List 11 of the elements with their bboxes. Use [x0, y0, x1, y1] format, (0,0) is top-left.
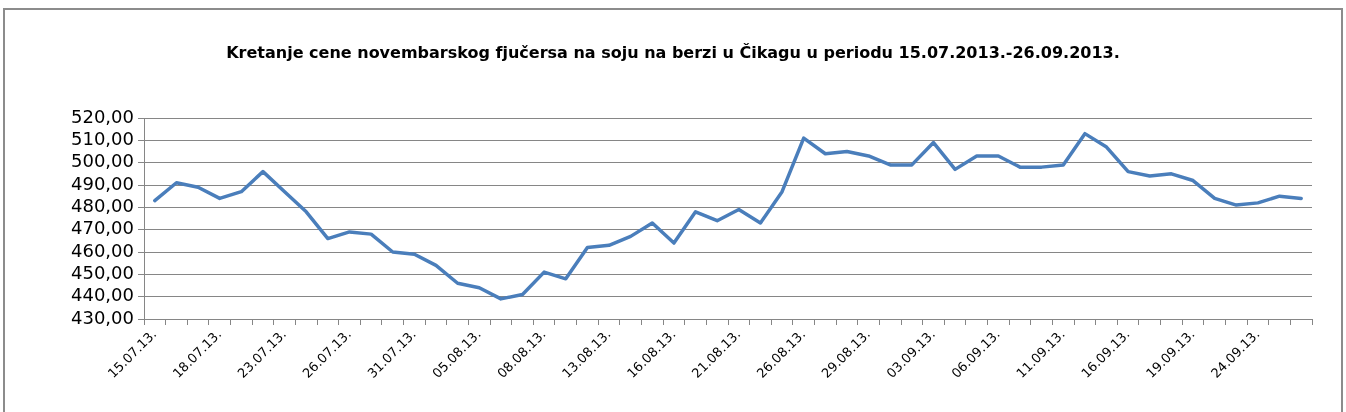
chart-title: Kretanje cene novembarskog fjučersa na soju na berzi u Čikagu u periodu 15.07.2013.-26.09.2013.	[225, 42, 1121, 64]
y-tick-label: 450,00	[71, 262, 134, 284]
y-tick-label: 460,00	[71, 239, 134, 261]
y-tick-label: 430,00	[71, 306, 134, 328]
y-tick-label: 480,00	[71, 195, 134, 217]
y-tick-label: 500,00	[71, 150, 134, 172]
y-tick-label: 440,00	[71, 284, 134, 306]
y-tick-label: 520,00	[71, 105, 134, 127]
y-tick-label: 470,00	[71, 217, 134, 239]
y-tick-label: 490,00	[71, 172, 134, 194]
y-tick-label: 510,00	[71, 128, 134, 150]
